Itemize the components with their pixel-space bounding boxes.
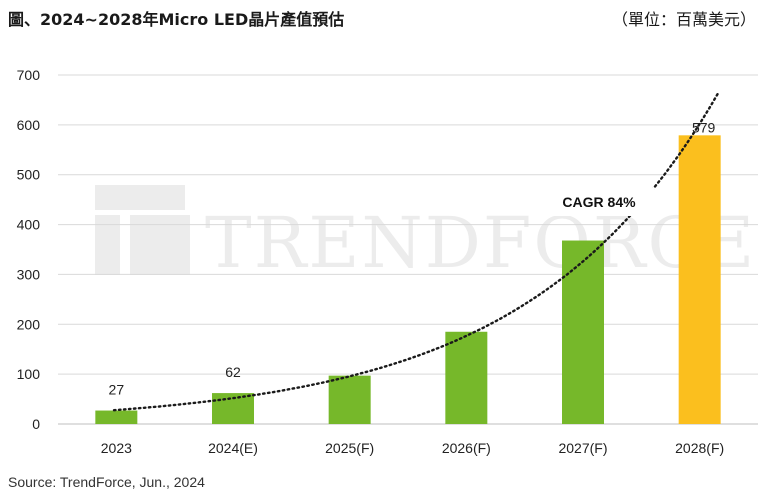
data-label: 62 [225,364,241,380]
y-tick-label: 100 [17,366,41,382]
x-tick-label: 2028(F) [675,440,724,456]
x-tick-label: 2027(F) [558,440,607,456]
watermark-logo: TRENDFORCE [95,185,756,284]
bar-2028(F) [678,135,721,424]
x-tick-label: 2024(E) [208,440,258,456]
cagr-label-box [544,188,654,216]
watermark-text: TRENDFORCE [205,202,756,284]
x-tick-label: 2023 [101,440,132,456]
bar-2026(F) [445,331,488,424]
data-label: 579 [692,119,716,135]
y-tick-label: 500 [17,167,41,183]
x-tick-label: 2025(F) [325,440,374,456]
y-tick-label: 700 [17,67,41,83]
bar-2025(F) [328,375,371,424]
x-tick-label: 2026(F) [442,440,491,456]
bar-2027(F) [562,240,604,424]
trend-line [112,91,720,412]
y-tick-label: 200 [17,316,41,332]
y-tick-label: 0 [32,416,40,432]
y-tick-label: 400 [17,217,41,233]
chart-title: 圖、2024~2028年Micro LED晶片產值預估 [8,10,345,29]
unit-label: （單位：百萬美元） [611,10,756,29]
cagr-label: CAGR 84% [562,194,636,210]
y-tick-label: 600 [17,117,41,133]
bar-2023 [95,410,138,424]
source-note: Source: TrendForce, Jun., 2024 [8,474,205,490]
data-label: 27 [109,382,125,398]
y-tick-label: 300 [17,266,41,282]
